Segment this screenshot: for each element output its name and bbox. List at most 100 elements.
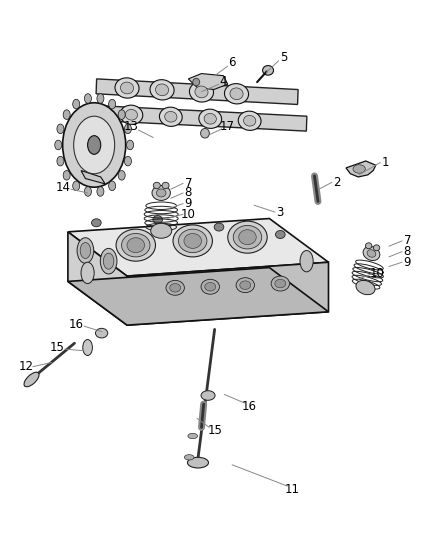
Ellipse shape	[300, 251, 313, 272]
Ellipse shape	[152, 185, 170, 200]
Text: 10: 10	[181, 208, 196, 221]
Text: 6: 6	[228, 56, 236, 69]
Ellipse shape	[127, 140, 134, 150]
Ellipse shape	[124, 124, 131, 134]
Ellipse shape	[109, 99, 116, 109]
Ellipse shape	[204, 114, 216, 124]
Ellipse shape	[118, 171, 125, 180]
Ellipse shape	[151, 223, 172, 238]
Ellipse shape	[165, 111, 177, 122]
Ellipse shape	[153, 215, 162, 224]
Ellipse shape	[120, 82, 134, 94]
Polygon shape	[96, 79, 298, 104]
Ellipse shape	[125, 109, 138, 120]
Polygon shape	[188, 74, 228, 90]
Ellipse shape	[205, 282, 215, 291]
Text: 15: 15	[207, 424, 222, 437]
Polygon shape	[81, 171, 105, 184]
Ellipse shape	[365, 243, 372, 249]
Text: 3: 3	[277, 206, 284, 219]
Ellipse shape	[153, 182, 160, 189]
Ellipse shape	[214, 223, 224, 231]
Ellipse shape	[367, 250, 376, 257]
Ellipse shape	[81, 262, 94, 284]
Ellipse shape	[373, 245, 380, 251]
Text: 8: 8	[185, 187, 192, 199]
Text: 16: 16	[69, 318, 84, 330]
Ellipse shape	[55, 140, 62, 150]
Ellipse shape	[80, 243, 91, 259]
Ellipse shape	[184, 455, 194, 460]
Text: 11: 11	[285, 483, 300, 496]
Ellipse shape	[166, 280, 184, 295]
Ellipse shape	[353, 165, 365, 173]
Ellipse shape	[127, 238, 145, 253]
Ellipse shape	[63, 110, 70, 119]
Ellipse shape	[57, 156, 64, 166]
Ellipse shape	[74, 116, 115, 174]
Ellipse shape	[109, 181, 116, 191]
Ellipse shape	[97, 94, 104, 103]
Ellipse shape	[155, 84, 169, 96]
Ellipse shape	[103, 253, 114, 269]
Ellipse shape	[92, 219, 101, 227]
Polygon shape	[68, 219, 328, 276]
Ellipse shape	[363, 246, 380, 261]
Text: 13: 13	[124, 120, 139, 133]
Ellipse shape	[184, 233, 201, 248]
Ellipse shape	[116, 229, 155, 261]
Text: 16: 16	[242, 400, 257, 413]
Text: 8: 8	[404, 245, 411, 258]
Ellipse shape	[240, 281, 251, 289]
Text: 1: 1	[381, 156, 389, 169]
Ellipse shape	[190, 82, 213, 102]
Text: 10: 10	[369, 268, 384, 280]
Ellipse shape	[83, 340, 92, 356]
Ellipse shape	[195, 86, 208, 98]
Ellipse shape	[97, 187, 104, 196]
Ellipse shape	[73, 99, 80, 109]
Ellipse shape	[244, 116, 256, 126]
Ellipse shape	[201, 128, 209, 138]
Ellipse shape	[271, 276, 290, 291]
Text: 14: 14	[56, 181, 71, 194]
Ellipse shape	[77, 238, 94, 263]
Ellipse shape	[63, 171, 70, 180]
Text: 17: 17	[219, 120, 234, 133]
Ellipse shape	[228, 221, 267, 253]
Ellipse shape	[170, 284, 180, 292]
Ellipse shape	[187, 457, 208, 468]
Ellipse shape	[63, 103, 126, 187]
Ellipse shape	[162, 182, 169, 189]
Ellipse shape	[173, 225, 212, 257]
Ellipse shape	[201, 391, 215, 400]
Ellipse shape	[276, 230, 285, 239]
Ellipse shape	[95, 328, 108, 338]
Ellipse shape	[73, 181, 80, 191]
Ellipse shape	[120, 105, 143, 124]
Ellipse shape	[356, 280, 375, 295]
Text: 7: 7	[184, 177, 192, 190]
Ellipse shape	[275, 279, 286, 288]
Ellipse shape	[121, 233, 150, 257]
Ellipse shape	[262, 66, 273, 75]
Ellipse shape	[85, 94, 92, 103]
Text: 15: 15	[49, 341, 64, 354]
Ellipse shape	[57, 124, 64, 134]
Polygon shape	[96, 106, 307, 131]
Polygon shape	[346, 161, 376, 177]
Ellipse shape	[150, 79, 174, 100]
Ellipse shape	[178, 229, 207, 253]
Polygon shape	[127, 262, 328, 325]
Ellipse shape	[118, 110, 125, 119]
Text: 2: 2	[333, 176, 341, 189]
Polygon shape	[68, 268, 328, 325]
Ellipse shape	[124, 156, 131, 166]
Ellipse shape	[24, 372, 39, 387]
Text: 12: 12	[19, 360, 34, 373]
Ellipse shape	[238, 111, 261, 131]
Ellipse shape	[159, 107, 182, 126]
Ellipse shape	[188, 433, 198, 439]
Text: 9: 9	[403, 256, 411, 269]
Text: 7: 7	[403, 235, 411, 247]
